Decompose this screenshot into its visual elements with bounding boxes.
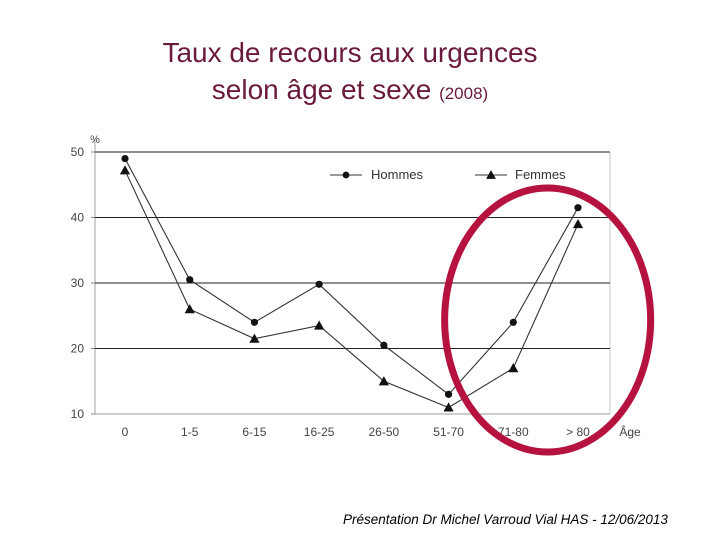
- slide-title: Taux de recours aux urgences selon âge e…: [0, 34, 700, 112]
- y-tick-label: 10: [71, 407, 85, 421]
- x-tick-label: 1-5: [181, 425, 199, 439]
- series-line-hommes: [124, 158, 579, 396]
- data-point-femmes: [184, 304, 195, 314]
- legend-marker: [342, 171, 350, 179]
- series-line-femmes: [124, 170, 579, 409]
- data-point-hommes: [444, 390, 453, 398]
- data-point-femmes: [378, 376, 389, 386]
- y-tick-label: 50: [71, 145, 85, 159]
- y-tick-label: 40: [71, 211, 85, 225]
- title-year: (2008): [439, 84, 489, 103]
- x-tick-label: > 80: [566, 425, 590, 439]
- title-line-2: selon âge et sexe (2008): [0, 71, 700, 112]
- data-point-femmes: [249, 333, 260, 343]
- x-tick-label: 51-70: [433, 425, 464, 439]
- x-tick-label: 0: [122, 425, 129, 439]
- data-point-hommes: [121, 154, 129, 163]
- y-axis-label: %: [90, 134, 100, 146]
- legend-label: Femmes: [515, 167, 566, 182]
- data-point-hommes: [315, 280, 323, 288]
- title-line-2-text: selon âge et sexe: [211, 74, 432, 105]
- data-point-femmes: [443, 402, 454, 412]
- data-point-hommes: [250, 318, 259, 326]
- x-tick-label: 26-50: [369, 425, 400, 439]
- legend-marker: [486, 170, 496, 179]
- footer-credit: Présentation Dr Michel Varroud Vial HAS …: [343, 512, 668, 527]
- data-point-femmes: [572, 218, 584, 229]
- data-point-hommes: [380, 341, 388, 349]
- data-point-femmes: [508, 363, 519, 373]
- x-axis-label: Âge: [619, 424, 641, 439]
- highlight-ellipse: [441, 184, 655, 456]
- x-tick-label: 6-15: [242, 425, 266, 439]
- data-point-hommes: [186, 276, 194, 284]
- title-line-1: Taux de recours aux urgences: [162, 37, 538, 68]
- legend-label: Hommes: [371, 167, 424, 182]
- data-point-hommes: [574, 204, 582, 212]
- x-tick-label: 16-25: [304, 425, 335, 439]
- y-tick-label: 30: [71, 276, 85, 290]
- y-tick-label: 20: [71, 342, 85, 356]
- data-point-femmes: [314, 320, 325, 330]
- data-point-femmes: [119, 165, 131, 175]
- x-tick-label: 71-80: [498, 425, 529, 439]
- data-point-hommes: [509, 318, 517, 326]
